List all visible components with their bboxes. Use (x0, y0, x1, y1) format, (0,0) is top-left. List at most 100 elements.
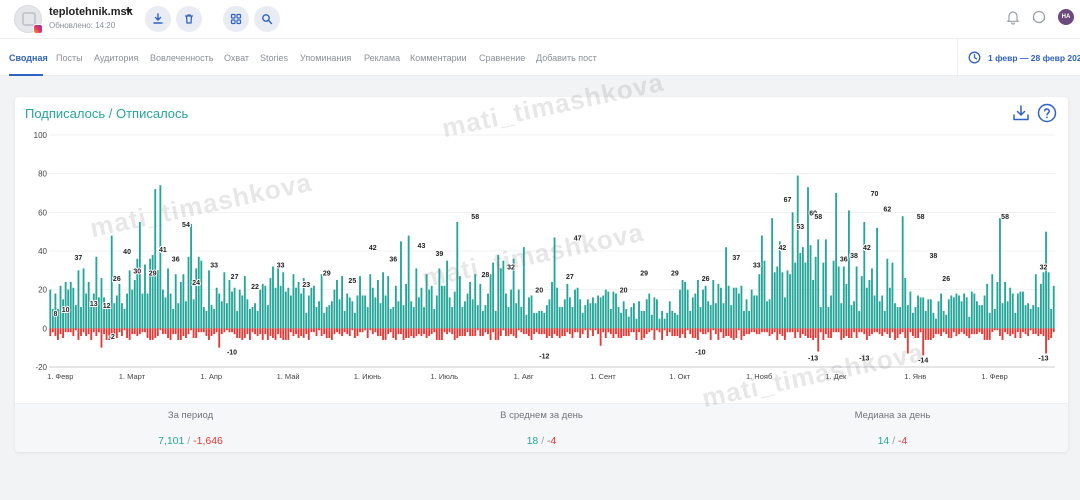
x-tick-label: 1. Февр (47, 372, 73, 381)
unsubscribed-bar (505, 328, 507, 337)
download-button[interactable] (145, 6, 171, 32)
tab-summary[interactable]: Сводная (9, 53, 48, 63)
subscribed-bar (814, 256, 817, 329)
stat-positive: 14 (877, 435, 890, 447)
tab-posts[interactable]: Посты (56, 53, 83, 63)
data-label: 42 (778, 245, 786, 252)
subscribed-bar (423, 307, 425, 329)
tab-ads[interactable]: Реклама (364, 53, 401, 63)
unsubscribed-bar (778, 328, 781, 335)
y-tick-label: 100 (34, 131, 48, 140)
tab-comments[interactable]: Комментарии (410, 53, 467, 63)
chevron-down-icon[interactable]: ▼ (124, 6, 133, 16)
x-tick-label: 1. Март (119, 372, 146, 381)
date-range-picker[interactable]: 1 февр — 28 февр 2022 (988, 53, 1080, 63)
unsubscribed-bar (200, 328, 203, 333)
subscribed-bar (307, 295, 310, 329)
tab-compare[interactable]: Сравнение (479, 53, 526, 63)
unsubscribed-bar (981, 328, 983, 335)
search-button[interactable] (254, 6, 280, 32)
tab-reach[interactable]: Охват (224, 53, 250, 63)
subscribed-bar (154, 189, 157, 329)
subscribed-bar (773, 272, 776, 329)
tab-engagement[interactable]: Вовлеченность (150, 53, 214, 63)
unsubscribed-bar (394, 328, 397, 340)
unsubscribed-bar (325, 328, 328, 338)
bell-icon[interactable] (1005, 9, 1021, 25)
data-label: 26 (942, 276, 950, 283)
user-avatar[interactable]: НА (1058, 9, 1074, 25)
account-name[interactable]: teplotehnik.msk (49, 6, 133, 18)
unsubscribed-bar (694, 328, 697, 338)
subscribed-bar (784, 297, 786, 329)
unsubscribed-bar (730, 328, 733, 338)
subscribed-bar (77, 270, 80, 329)
clock-icon[interactable] (968, 51, 981, 64)
subscribed-bar (952, 297, 955, 329)
data-label: -13 (808, 355, 818, 362)
unsubscribed-bar (236, 328, 239, 338)
support-icon[interactable] (1031, 9, 1047, 25)
unsubscribed-bar (481, 328, 484, 337)
subscribed-bar (412, 307, 415, 329)
data-label: 41 (159, 247, 167, 254)
tab-add-post[interactable]: Добавить пост (536, 53, 597, 63)
unsubscribed-bar (937, 328, 940, 335)
tab-audience[interactable]: Аудитория (94, 53, 139, 63)
tab-stories[interactable]: Stories (260, 53, 289, 63)
subscribed-bar (807, 187, 809, 329)
unsubscribed-bar (464, 328, 466, 337)
unsubscribed-bar (471, 328, 474, 337)
subscribed-bar (896, 307, 899, 329)
data-label: 13 (90, 301, 98, 308)
subscribed-bar (929, 299, 932, 329)
subscribed-bar (325, 307, 328, 329)
unsubscribed-bar (704, 328, 707, 335)
unsubscribed-bar (103, 328, 105, 335)
subscribed-bar (694, 293, 697, 329)
subscribed-bar (254, 303, 256, 329)
unsubscribed-bar (492, 328, 495, 333)
grid-view-button[interactable] (223, 6, 249, 32)
unsubscribed-bar (773, 328, 776, 333)
subscribed-bar (85, 293, 88, 329)
subscribed-bar (543, 312, 546, 329)
data-label: 70 (871, 191, 879, 198)
subscribed-bar (535, 312, 538, 329)
export-icon[interactable] (1011, 103, 1031, 123)
subscribed-bar (159, 185, 162, 329)
unsubscribed-bar (1045, 328, 1047, 354)
unsubscribed-bar (837, 328, 840, 333)
unsubscribed-bar (896, 328, 899, 338)
account-avatar[interactable] (14, 5, 43, 34)
subscribed-bar (282, 272, 285, 329)
tab-mentions[interactable]: Упоминания (300, 53, 352, 63)
subscribed-bar (392, 307, 395, 329)
unsubscribed-bar (315, 328, 318, 337)
unsubscribed-bar (502, 328, 505, 331)
unsubscribed-bar (133, 328, 136, 335)
subscribed-bar (522, 247, 525, 329)
delete-button[interactable] (176, 6, 202, 32)
subscribed-bar (932, 312, 935, 329)
subscribed-bar (136, 258, 139, 329)
unsubscribed-bar (625, 328, 628, 337)
unsubscribed-bar (77, 328, 80, 340)
unsubscribed-bar (876, 328, 879, 333)
unsubscribed-bar (1029, 328, 1032, 331)
data-label: 58 (471, 214, 479, 221)
subscribed-bar (458, 276, 461, 329)
subscribed-bar (656, 299, 658, 329)
subscribed-bar (568, 297, 571, 329)
subscribed-bar (909, 291, 912, 329)
unsubscribed-bar (320, 328, 323, 337)
unsubscribed-bar (1024, 328, 1027, 335)
subscribed-bar (302, 278, 305, 329)
unsubscribed-bar (543, 328, 546, 335)
unsubscribed-bar (986, 328, 989, 340)
unsubscribed-bar (182, 328, 185, 337)
help-icon[interactable] (1037, 103, 1057, 123)
unsubscribed-bar (891, 328, 894, 333)
unsubscribed-bar (522, 328, 525, 335)
subscribed-bar (801, 247, 804, 329)
